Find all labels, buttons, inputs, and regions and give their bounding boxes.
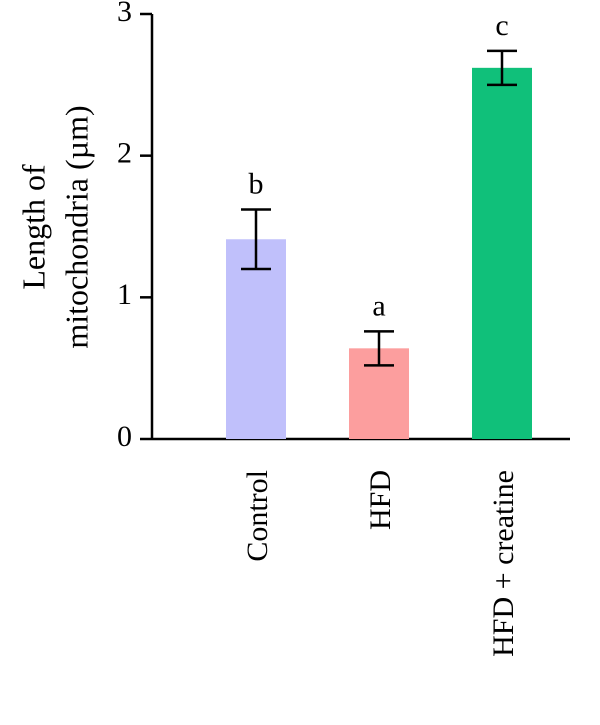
bar [472,67,532,439]
significance-letters: b a c [249,9,509,323]
y-axis-label-line-2: mitochondria (µm) [58,105,94,348]
x-category-label: HFD [364,470,397,530]
x-axis-category-labels: Control HFD HFD + creatine [241,470,520,657]
significance-letter: c [495,9,508,42]
y-tick-label: 0 [117,420,132,453]
y-tick-label: 2 [117,137,132,170]
x-category-label: HFD + creatine [487,470,520,657]
error-bar [241,208,271,271]
y-tick-label: 3 [117,0,132,28]
y-tick-label: 1 [117,278,132,311]
error-bars [241,49,517,367]
error-bar [364,330,394,367]
y-axis-label-line-1: Length of [15,164,51,290]
bars [226,67,532,439]
y-axis-label: Length of mitochondria (µm) [15,105,94,348]
significance-letter: a [372,289,385,322]
significance-letter: b [249,168,264,201]
y-axis-ticks: 0 1 2 3 [117,0,152,453]
bar [226,239,286,439]
error-bar [487,49,517,87]
x-category-label: Control [241,470,274,562]
